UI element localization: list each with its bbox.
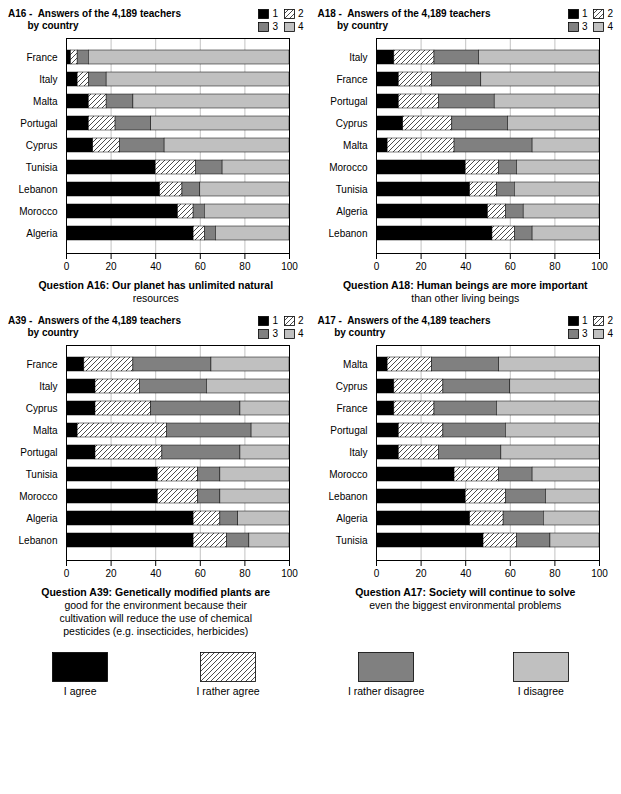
html-text:resources: resources [132, 292, 179, 304]
html-text:1: 1 [581, 8, 588, 19]
svg-text:Portugal: Portugal [330, 425, 367, 436]
svg-text:100: 100 [281, 568, 298, 579]
svg-text:20: 20 [415, 261, 427, 272]
svg-text:40: 40 [460, 568, 472, 579]
svg-text:0: 0 [373, 568, 379, 579]
html-text:pesticides (e.g. insecticides,: pesticides (e.g. insecticides, herbicide… [63, 625, 249, 637]
html-text:I rather agree: I rather agree [196, 685, 260, 697]
svg-text:100: 100 [281, 261, 298, 272]
html-text:3: 3 [272, 328, 278, 339]
svg-text:40: 40 [150, 261, 162, 272]
html-text:3: 3 [272, 21, 278, 32]
svg-text:Tunisia: Tunisia [26, 469, 58, 480]
html-text:1: 1 [272, 8, 278, 19]
svg-text:80: 80 [239, 261, 251, 272]
svg-text:80: 80 [549, 568, 561, 579]
html-text:I agree: I agree [63, 685, 97, 697]
svg-text:Italy: Italy [39, 74, 57, 85]
svg-text:60: 60 [504, 568, 516, 579]
html-text:3: 3 [581, 21, 588, 32]
svg-text:Lebanon: Lebanon [328, 491, 367, 502]
html-text:1: 1 [272, 315, 278, 326]
html-text:even the biggest environmental: even the biggest environmental problems [369, 599, 562, 611]
svg-text:80: 80 [549, 261, 561, 272]
svg-text:60: 60 [195, 568, 207, 579]
svg-text:Algeria: Algeria [26, 228, 58, 239]
svg-text:Portugal: Portugal [330, 96, 367, 107]
svg-text:Tunisia: Tunisia [335, 184, 367, 195]
svg-text:20: 20 [415, 568, 427, 579]
svg-text:Malta: Malta [343, 140, 368, 151]
svg-text:0: 0 [64, 568, 70, 579]
html-text:than other living beings: than other living beings [411, 292, 520, 304]
svg-text:60: 60 [504, 261, 516, 272]
html-text:cultivation will reduce the us: cultivation will reduce the use of chemi… [59, 612, 252, 624]
svg-text:100: 100 [591, 568, 608, 579]
html-text:4: 4 [607, 21, 613, 32]
svg-text:60: 60 [195, 261, 207, 272]
html-text:A18 - Answers of the 4,189 tea: A18 - Answers of the 4,189 teachers by c… [317, 8, 491, 31]
html-text:I disagree: I disagree [517, 685, 564, 697]
svg-text:Morocco: Morocco [329, 162, 368, 173]
svg-text:Lebanon: Lebanon [19, 535, 58, 546]
html-text:I rather disagree: I rather disagree [347, 685, 425, 697]
svg-text:France: France [26, 52, 58, 63]
html-text:Question A39: Genetically modi: Question A39: Genetically modified plant… [41, 586, 271, 598]
html-text:good for the environment becau: good for the environment because their [64, 599, 248, 611]
svg-text:Algeria: Algeria [26, 513, 58, 524]
svg-text:Morocco: Morocco [19, 491, 58, 502]
svg-text:Lebanon: Lebanon [328, 228, 367, 239]
html-text:2: 2 [297, 8, 304, 19]
svg-text:Lebanon: Lebanon [19, 184, 58, 195]
html-text:A17 - Answers of the 4,189 tea: A17 - Answers of the 4,189 teachers by c… [317, 315, 491, 338]
svg-text:Portugal: Portugal [20, 447, 57, 458]
html-text:1: 1 [581, 315, 588, 326]
svg-text:Malta: Malta [33, 96, 58, 107]
svg-text:France: France [336, 74, 368, 85]
svg-text:France: France [26, 359, 58, 370]
svg-text:0: 0 [64, 261, 70, 272]
html-text:A16 - Answers of the 4,189 tea: A16 - Answers of the 4,189 teachers by c… [8, 8, 181, 31]
svg-text:80: 80 [239, 568, 251, 579]
html-text:Question A18: Human beings are: Question A18: Human beings are more impo… [342, 279, 588, 291]
svg-text:100: 100 [591, 261, 608, 272]
svg-text:Morocco: Morocco [19, 206, 58, 217]
html-text:4: 4 [297, 328, 304, 339]
svg-text:Tunisia: Tunisia [26, 162, 58, 173]
html-text:4: 4 [607, 328, 613, 339]
svg-text:0: 0 [373, 261, 379, 272]
svg-text:Italy: Italy [349, 447, 367, 458]
html-text:3: 3 [581, 328, 588, 339]
svg-text:Algeria: Algeria [336, 206, 368, 217]
svg-text:40: 40 [150, 568, 162, 579]
svg-text:40: 40 [460, 261, 472, 272]
svg-text:Morocco: Morocco [329, 469, 368, 480]
svg-text:France: France [336, 403, 368, 414]
html-text:2: 2 [607, 8, 613, 19]
svg-text:Italy: Italy [39, 381, 57, 392]
svg-text:Tunisia: Tunisia [335, 535, 367, 546]
html-text:A39 - Answers of the 4,189 tea: A39 - Answers of the 4,189 teachers by c… [8, 315, 181, 338]
svg-text:Cyprus: Cyprus [335, 118, 367, 129]
svg-text:Algeria: Algeria [336, 513, 368, 524]
svg-text:20: 20 [106, 261, 118, 272]
svg-text:Italy: Italy [349, 52, 367, 63]
svg-text:20: 20 [106, 568, 118, 579]
html-text:2: 2 [297, 315, 304, 326]
html-text:Question A17: Society will con: Question A17: Society will continue to s… [355, 586, 576, 598]
svg-text:Cyprus: Cyprus [26, 140, 58, 151]
svg-text:Cyprus: Cyprus [26, 403, 58, 414]
html-text:4: 4 [297, 21, 304, 32]
svg-text:Malta: Malta [33, 425, 58, 436]
html-text:2: 2 [607, 315, 613, 326]
svg-text:Portugal: Portugal [20, 118, 57, 129]
html-text:Question A16: Our planet has u: Question A16: Our planet has unlimited n… [38, 279, 274, 291]
svg-text:Malta: Malta [343, 359, 368, 370]
svg-text:Cyprus: Cyprus [335, 381, 367, 392]
